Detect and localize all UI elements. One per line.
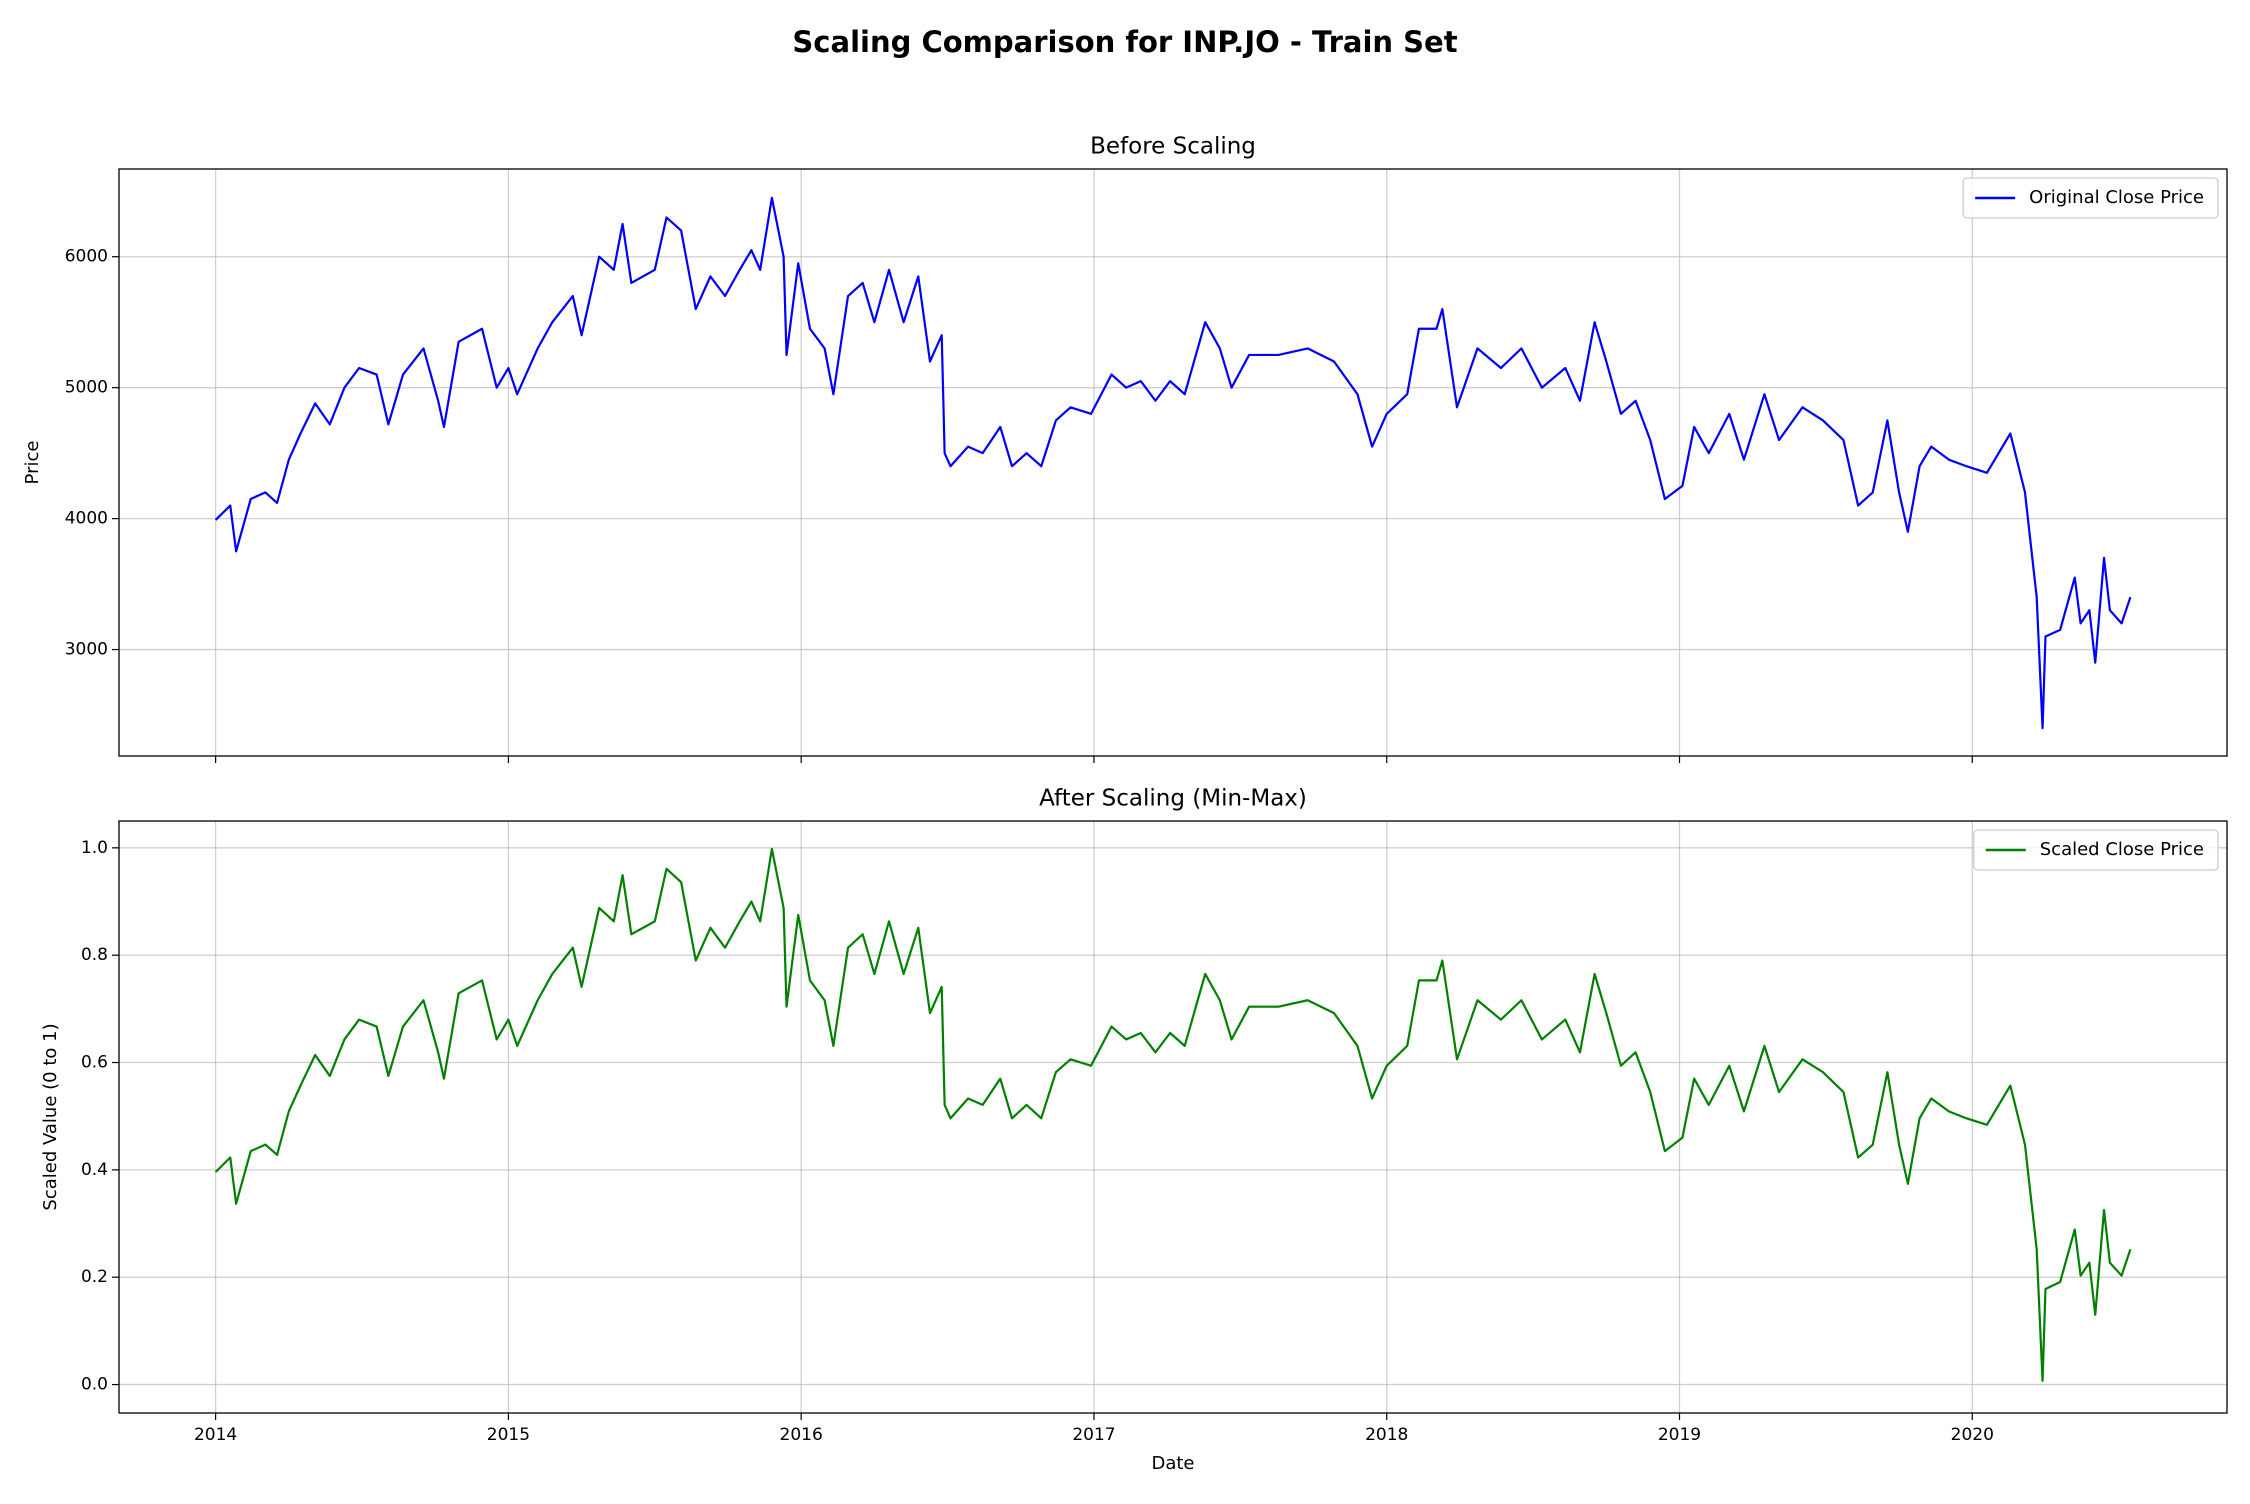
y-tick-label: 5000 bbox=[65, 378, 108, 398]
x-tick-label: 2017 bbox=[1072, 1425, 1115, 1445]
x-tick-label: 2020 bbox=[1951, 1425, 1994, 1445]
figure-title: Scaling Comparison for INP.JO - Train Se… bbox=[792, 25, 1457, 59]
x-tick-label: 2019 bbox=[1658, 1425, 1701, 1445]
y-tick-label: 0.8 bbox=[81, 945, 108, 965]
subplot-title: Before Scaling bbox=[1090, 134, 1256, 160]
x-axis-label: Date bbox=[1151, 1453, 1194, 1474]
y-axis-label: Price bbox=[22, 441, 43, 485]
legend-label: Scaled Close Price bbox=[2040, 839, 2204, 860]
line-series bbox=[214, 196, 2132, 730]
y-tick-label: 4000 bbox=[65, 509, 108, 529]
y-tick-label: 0.6 bbox=[81, 1053, 108, 1073]
x-tick-label: 2018 bbox=[1365, 1425, 1408, 1445]
y-axis-label: Scaled Value (0 to 1) bbox=[40, 1023, 61, 1210]
x-tick-label: 2014 bbox=[194, 1425, 237, 1445]
y-tick-label: 0.2 bbox=[81, 1267, 108, 1287]
line-series bbox=[214, 847, 2132, 1382]
legend-box bbox=[1973, 829, 2219, 871]
x-tick-label: 2016 bbox=[780, 1425, 823, 1445]
plot-frame bbox=[118, 820, 2228, 1414]
x-tick-label: 2015 bbox=[487, 1425, 530, 1445]
subplot-title: After Scaling (Min-Max) bbox=[1039, 786, 1307, 812]
legend: Scaled Close Price bbox=[1973, 829, 2219, 871]
y-tick-label: 3000 bbox=[65, 640, 108, 660]
plot-frame bbox=[118, 168, 2228, 757]
legend-label: Original Close Price bbox=[2029, 187, 2204, 208]
y-tick-label: 0.0 bbox=[81, 1375, 108, 1395]
legend: Original Close Price bbox=[1962, 177, 2219, 219]
y-tick-label: 0.4 bbox=[81, 1160, 108, 1180]
legend-box bbox=[1962, 177, 2219, 219]
y-tick-label: 1.0 bbox=[81, 838, 108, 858]
y-tick-label: 6000 bbox=[65, 247, 108, 267]
